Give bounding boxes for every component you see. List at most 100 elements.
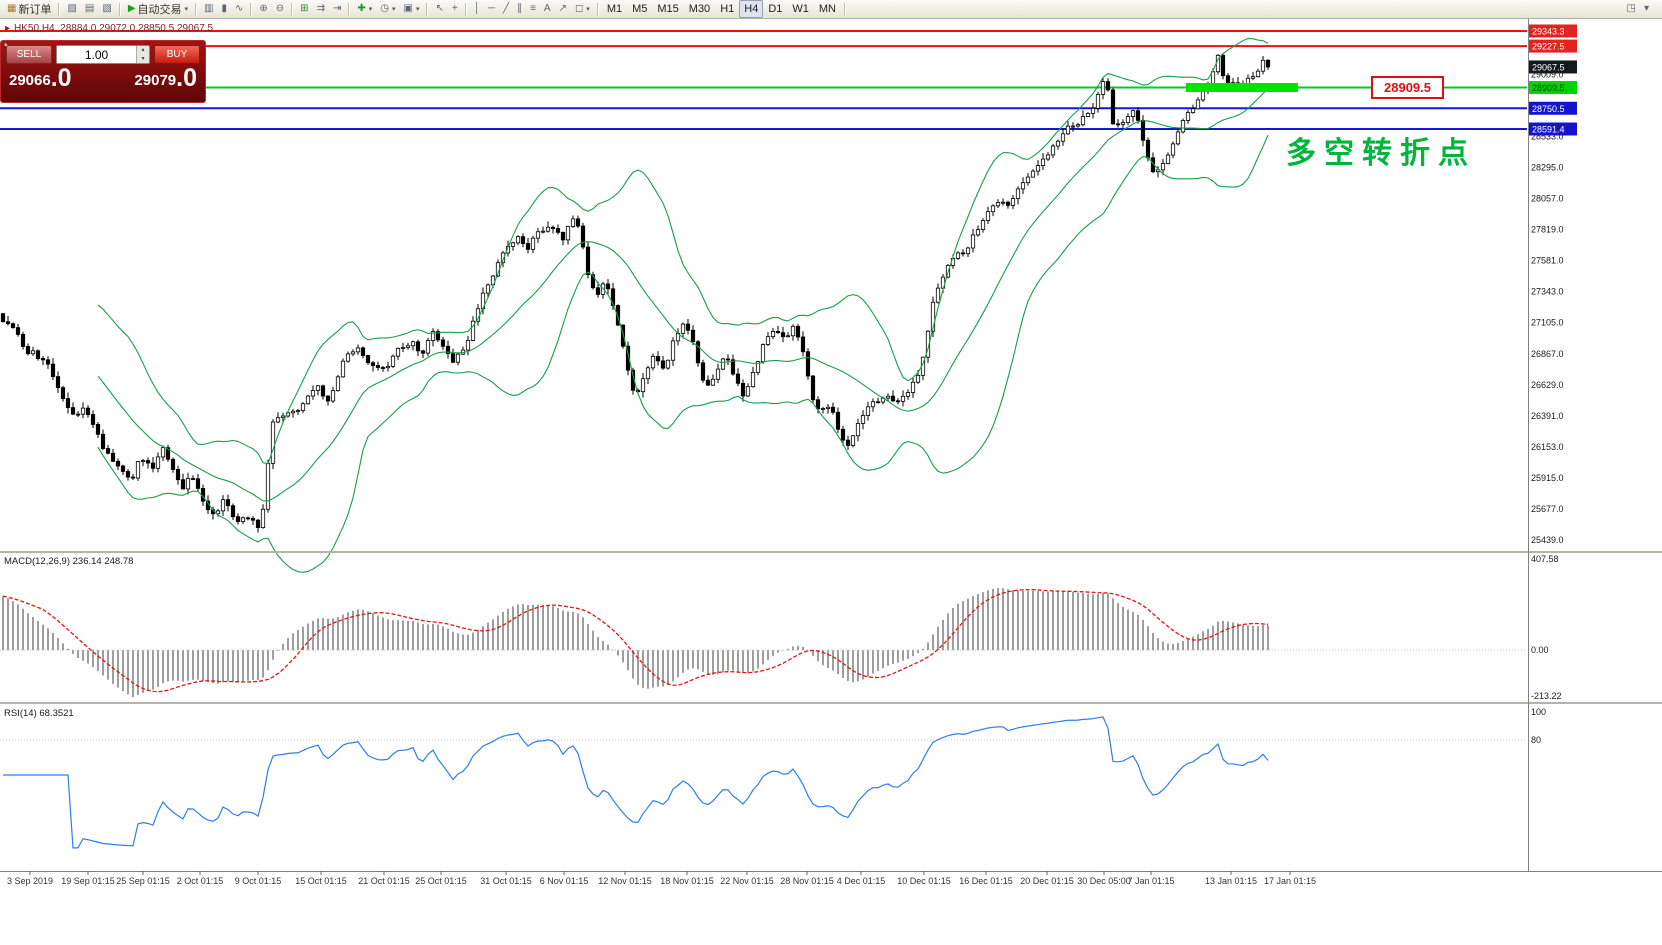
timeframe-h4[interactable]: H4 [739,0,764,18]
candle [1260,56,1266,75]
auto-scroll-button[interactable]: ⇉ [313,0,329,18]
candle [1190,104,1196,114]
timeframe-mn[interactable]: MN [814,0,841,18]
templates-button[interactable]: ▣ ▾ [400,0,424,18]
candle [765,332,771,347]
vertical-line-button[interactable]: │ [470,0,484,18]
zoom-in-button[interactable]: ⊕ [255,0,271,18]
horizontal-line-button[interactable]: ─ [484,0,499,18]
indicators-button[interactable]: ✚ ▾ [353,0,376,18]
tile-windows-button[interactable]: ⊞ [296,0,312,18]
candle [520,233,526,248]
candle [565,225,571,245]
time-axis-label: 13 Jan 01:15 [1205,876,1257,886]
candle [90,410,96,429]
candle [1040,153,1046,171]
candlestick-chart-button[interactable]: ▮ [217,0,231,18]
candle [1085,112,1091,118]
timeframe-w1[interactable]: W1 [787,0,814,18]
candle [695,340,701,367]
candle [875,397,881,404]
price-scale-label: 28295.0 [1531,163,1564,173]
autotrading-button[interactable]: ▶ 自动交易 ▾ [124,0,192,18]
zoom-in-icon: ⊕ [259,3,268,14]
collapse-panel-icon[interactable]: ▴ [4,41,8,48]
candle [855,418,861,442]
candle [655,351,661,366]
candle [1015,186,1021,205]
candle [275,412,281,424]
timeframe-m30[interactable]: M30 [684,0,715,18]
main-toolbar: ▦ 新订单 ▨ ▤ ▧ ▶ 自动交易 ▾ ▥ ▮ ∿ ⊕ ⊖ ⊞ ⇉ ⇥ ✚ ▾ ◷ ▾ ▣ ▾ ↖ + │ ─ ╱ ∥ ≡ A ↗ ◻ ▾ M1… [0,0,1662,19]
volume-decrease-button[interactable]: ▾ [137,54,149,63]
candle [120,464,126,476]
timeframe-d1[interactable]: D1 [763,0,787,18]
price-callout[interactable]: 28909.5 [1371,76,1444,99]
candle [270,419,276,470]
cursor-button[interactable]: ↖ [431,0,447,18]
buy-button[interactable]: BUY [154,45,200,64]
toolbar-more-button[interactable]: ▾ [1640,0,1653,18]
candle [1020,177,1026,195]
data-window-button[interactable]: ▤ [81,0,98,18]
bar-chart-icon: ▥ [204,3,214,14]
time-axis-label: 20 Dec 01:15 [1020,876,1074,886]
candle [375,361,381,371]
line-chart-button[interactable]: ∿ [231,0,247,18]
timeframe-h1[interactable]: H1 [715,0,739,18]
toolbar-separator [843,2,846,16]
sell-button[interactable]: SELL [6,45,52,64]
navigator-button[interactable]: ▧ [98,0,115,18]
candle [870,398,876,412]
periods-button[interactable]: ◷ ▾ [376,0,399,18]
channel-button[interactable]: ∥ [513,0,526,18]
trade-controls-row: SELL ▴ ▾ BUY [6,45,200,64]
candle [960,249,966,257]
crosshair-button[interactable]: + [448,0,462,18]
price-tag-28591.4: 28591.4 [1529,122,1577,136]
arrow-button[interactable]: ↗ [555,0,571,18]
volume-input[interactable] [57,46,136,63]
zoom-out-button[interactable]: ⊖ [272,0,288,18]
timeframe-m1[interactable]: M1 [602,0,627,18]
market-watch-button[interactable]: ▨ [63,0,80,18]
candle [1115,119,1121,128]
timeframe-m5[interactable]: M5 [627,0,652,18]
price-scale-label: 27343.0 [1531,287,1564,297]
fibonacci-button[interactable]: ≡ [526,0,540,18]
toolbar-group-timeframes: M1 M5 M15 M30 H1 H4 D1 W1 MN [602,0,841,18]
price-scale-label: 27105.0 [1531,318,1564,328]
chart-shift-button[interactable]: ⇥ [329,0,345,18]
candle [545,221,551,233]
candle [650,353,656,371]
templates-icon: ▣ [403,3,413,14]
timeframe-m15[interactable]: M15 [652,0,683,18]
dropdown-caret-icon: ▾ [184,6,189,13]
window-menu-button[interactable]: ◳ [1623,0,1640,18]
new-order-button[interactable]: ▦ 新订单 [3,0,55,18]
candle [290,408,296,418]
shapes-button[interactable]: ◻ ▾ [571,0,594,18]
volume-control: ▴ ▾ [56,45,150,64]
timeframe-m1-label: M1 [606,3,623,15]
candle [295,408,301,415]
text-button[interactable]: A [540,0,555,18]
macd-axis-max: 407.58 [1531,554,1559,564]
volume-increase-button[interactable]: ▴ [137,46,149,55]
candle [430,328,436,347]
panel-separator[interactable] [0,702,1662,704]
candle [70,402,76,416]
candle [790,324,796,341]
bollinger-upper-band [97,37,1269,465]
bar-chart-button[interactable]: ▥ [200,0,217,18]
time-axis-label: 10 Dec 01:15 [897,876,951,886]
candle [770,327,776,340]
trendline-button[interactable]: ╱ [499,0,513,18]
annotation-turning-point[interactable]: 多空转折点 [1286,137,1476,170]
time-axis-label: 28 Nov 01:15 [780,876,834,886]
panel-separator[interactable] [0,551,1662,553]
candle [760,343,766,364]
price-tag-text: 29343.3 [1532,26,1565,36]
time-axis-label: 19 Sep 01:15 [61,876,115,886]
time-axis-label: 17 Jan 01:15 [1264,876,1316,886]
